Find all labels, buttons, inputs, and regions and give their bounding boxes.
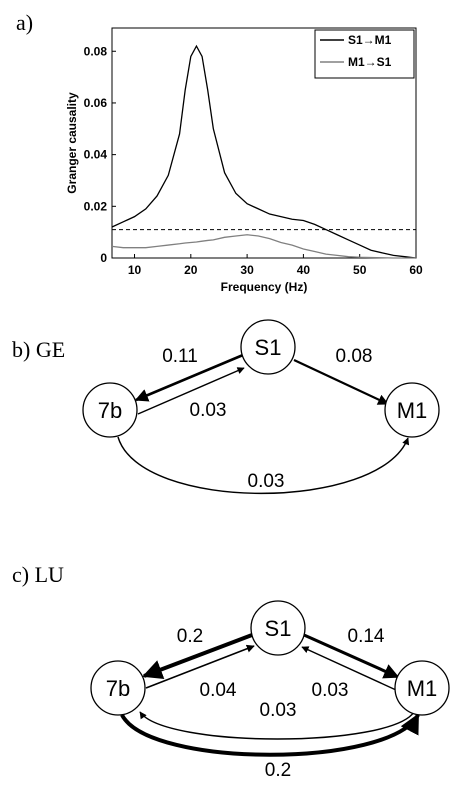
y-tick-label: 0.02 xyxy=(84,199,108,213)
legend-label: S1→M1 xyxy=(348,33,392,47)
edge-label: 0.03 xyxy=(312,680,349,701)
edge-label: 0.14 xyxy=(348,626,385,647)
x-tick-label: 30 xyxy=(240,263,254,277)
edge-label: 0.2 xyxy=(265,760,291,781)
node xyxy=(90,660,146,716)
edge-label: 0.03 xyxy=(260,700,297,721)
edge xyxy=(139,711,415,740)
edge xyxy=(117,436,410,495)
x-tick-label: 50 xyxy=(353,263,367,277)
edge xyxy=(303,633,400,679)
y-axis-label: Granger causality xyxy=(65,92,79,194)
x-axis-label: Frequency (Hz) xyxy=(221,280,308,294)
node xyxy=(240,319,296,375)
panel-label: a) xyxy=(16,10,33,35)
edge xyxy=(142,633,253,679)
node xyxy=(82,382,138,438)
edge xyxy=(145,644,255,689)
node-label: 7b xyxy=(106,676,130,701)
plot-frame xyxy=(111,27,417,259)
series-line xyxy=(111,44,417,259)
edge-label: 0.08 xyxy=(336,346,373,367)
y-tick-label: 0.04 xyxy=(84,148,108,162)
node xyxy=(384,382,440,438)
node-label: S1 xyxy=(255,335,282,360)
y-tick-label: 0 xyxy=(100,251,107,265)
edge-label: 0.03 xyxy=(190,400,227,421)
legend xyxy=(314,29,415,79)
node-label: M1 xyxy=(407,676,438,701)
legend-label: M1→S1 xyxy=(348,55,392,69)
edge-label: 0.03 xyxy=(248,471,285,492)
edge xyxy=(120,713,420,757)
x-tick-label: 40 xyxy=(297,263,311,277)
edge xyxy=(301,646,397,691)
node-label: M1 xyxy=(397,398,428,423)
panel-label: b) GE xyxy=(12,337,65,362)
edge xyxy=(134,353,244,402)
edge xyxy=(137,367,245,415)
edge xyxy=(293,359,389,405)
edge-label: 0.04 xyxy=(200,680,237,701)
x-tick-label: 10 xyxy=(128,263,142,277)
panel-label: c) LU xyxy=(12,562,64,587)
y-tick-label: 0.06 xyxy=(84,96,108,110)
y-tick-label: 0.08 xyxy=(84,44,108,58)
series-line xyxy=(111,234,416,259)
x-tick-label: 60 xyxy=(409,263,423,277)
node xyxy=(394,660,450,716)
node-label: 7b xyxy=(98,398,122,423)
node xyxy=(250,600,306,656)
edge-label: 0.11 xyxy=(162,346,198,367)
edge-label: 0.2 xyxy=(177,626,203,647)
node-label: S1 xyxy=(265,616,292,641)
x-tick-label: 20 xyxy=(184,263,198,277)
